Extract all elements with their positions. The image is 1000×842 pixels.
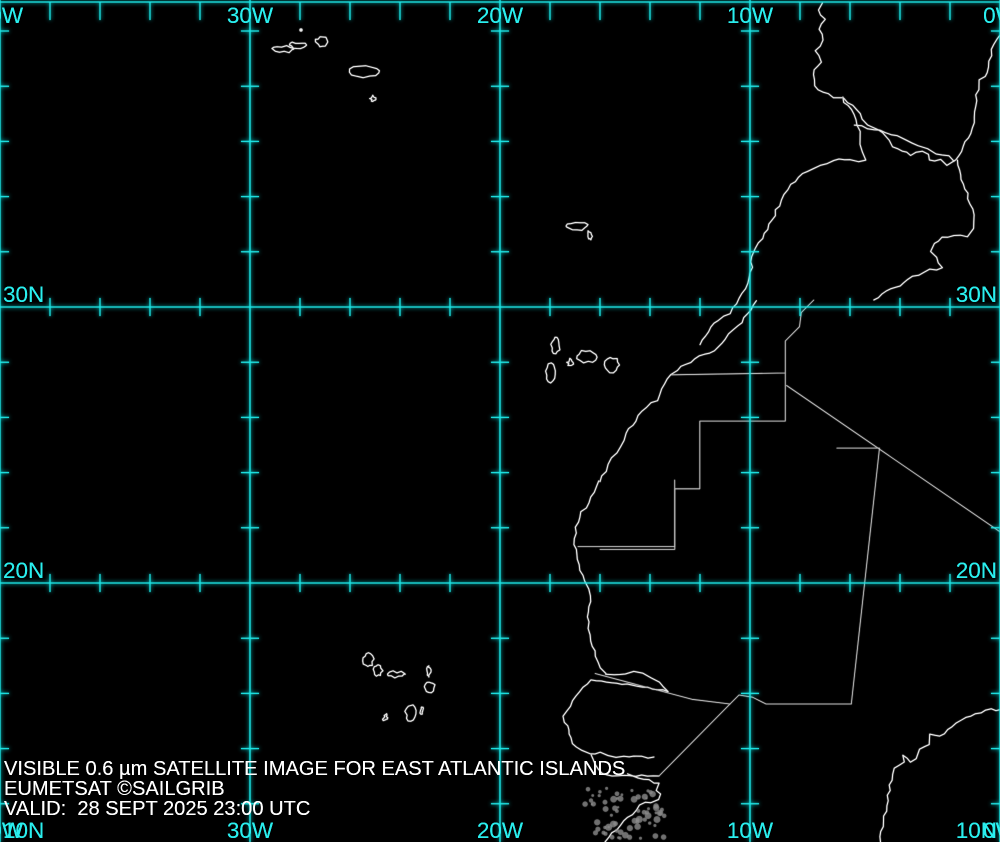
svg-text:20W: 20W bbox=[477, 3, 524, 28]
svg-text:20N: 20N bbox=[3, 558, 44, 583]
svg-text:VISIBLE 0.6 µm SATELLITE IMAGE: VISIBLE 0.6 µm SATELLITE IMAGE FOR EAST … bbox=[4, 758, 625, 780]
svg-text:10W: 10W bbox=[727, 818, 774, 842]
svg-text:10N: 10N bbox=[3, 818, 44, 842]
svg-text:30N: 30N bbox=[3, 282, 44, 307]
svg-text:EUMETSAT ©SAILGRIB: EUMETSAT ©SAILGRIB bbox=[4, 778, 225, 800]
svg-text:40W: 40W bbox=[0, 3, 24, 28]
svg-text:30W: 30W bbox=[227, 818, 274, 842]
svg-text:30W: 30W bbox=[227, 3, 274, 28]
svg-text:10N: 10N bbox=[956, 818, 997, 842]
svg-text:30N: 30N bbox=[956, 282, 997, 307]
svg-text:0W: 0W bbox=[983, 3, 1000, 28]
svg-text:20W: 20W bbox=[477, 818, 524, 842]
svg-text:VALID: 28 SEPT 2025 23:00 UTC: VALID: 28 SEPT 2025 23:00 UTC bbox=[4, 798, 310, 820]
svg-text:10W: 10W bbox=[727, 3, 774, 28]
svg-text:20N: 20N bbox=[956, 558, 997, 583]
